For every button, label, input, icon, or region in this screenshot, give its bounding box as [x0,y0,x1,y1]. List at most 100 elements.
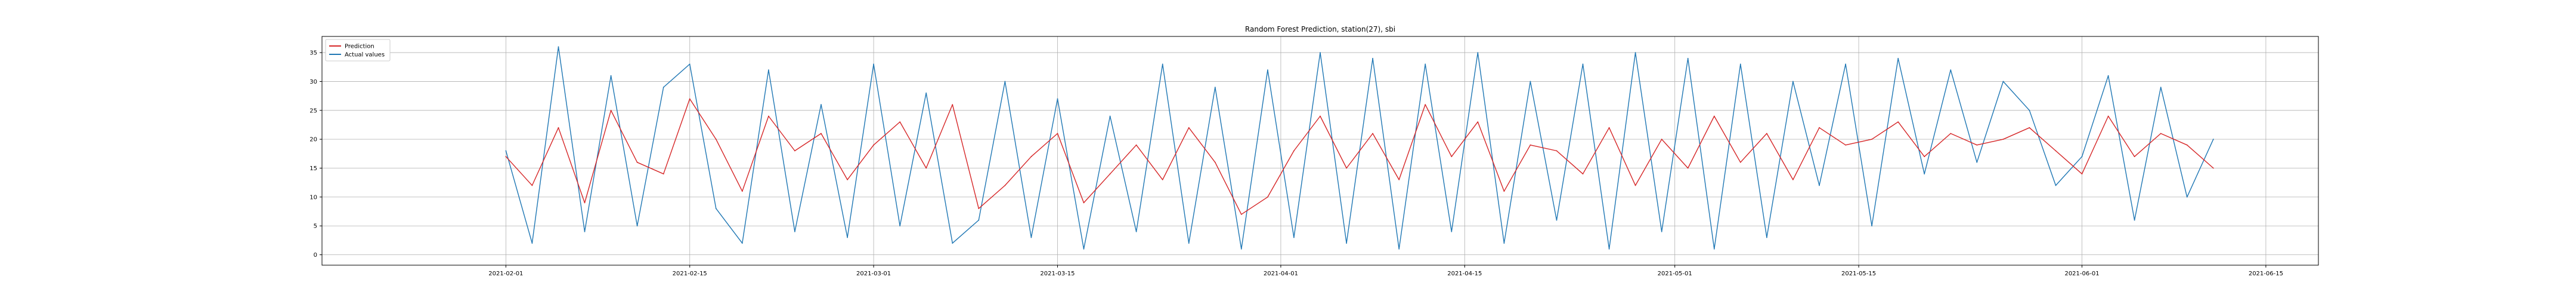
data-point-actual [2081,156,2083,158]
data-point-actual [1530,81,1531,82]
data-point-prediction [794,150,795,152]
data-point-actual [1477,52,1479,53]
data-point-actual [1556,219,1558,221]
data-point-actual [1924,173,1925,175]
data-point-prediction [1267,196,1268,198]
data-point-actual [1030,236,1032,238]
data-point-actual [1188,242,1190,244]
data-point-prediction [1739,161,1741,163]
data-point-prediction [531,185,533,186]
data-point-prediction [1372,133,1374,134]
data-point-prediction [1346,167,1348,169]
data-point-prediction [558,127,559,128]
axis-ticks: 0 5 10 15 20 25 30 35 2021-02-01 2021-02-15 2021-0… [309,50,2283,277]
data-point-actual [847,236,848,238]
data-point-actual [2107,75,2109,76]
data-point-prediction [1083,202,1085,204]
x-tick-label: 2021-04-01 [1264,271,1298,277]
data-point-prediction [2186,144,2188,146]
data-point-actual [1503,242,1505,244]
data-point-prediction [1556,150,1558,152]
x-tick-label: 2021-05-01 [1658,271,1692,277]
data-point-actual [1004,81,1006,82]
x-tick-label: 2021-04-15 [1447,271,1482,277]
data-point-prediction [1109,173,1111,175]
data-point-actual [1346,242,1348,244]
data-point-actual [1608,248,1610,250]
data-point-prediction [2002,139,2004,140]
x-tick-label: 2021-02-01 [488,271,523,277]
data-point-actual [1819,185,1820,186]
data-point-prediction [1240,214,1242,215]
series-lines [505,46,2214,250]
data-point-prediction [1135,144,1137,146]
data-point-actual [1739,63,1741,65]
y-tick-label: 15 [309,165,317,172]
data-point-prediction [1477,121,1479,123]
data-point-actual [689,63,691,65]
data-point-actual [2029,109,2030,111]
x-tick-label: 2021-02-15 [673,271,707,277]
data-point-prediction [1871,139,1873,140]
data-point-prediction [1845,144,1847,146]
data-point-prediction [2212,167,2214,169]
data-point-prediction [1713,115,1715,117]
data-point-prediction [1057,133,1058,134]
data-point-actual [2055,185,2057,186]
data-point-actual [978,219,980,221]
data-point-actual [1240,248,1242,250]
data-point-actual [531,242,533,244]
data-point-actual [584,231,586,232]
data-point-prediction [1582,173,1584,175]
data-point-prediction [2055,150,2057,152]
x-tick-label: 2021-06-15 [2249,271,2283,277]
data-point-actual [1293,236,1295,238]
data-point-actual [558,46,559,48]
x-tick-label: 2021-03-15 [1040,271,1075,277]
data-point-prediction [1293,150,1295,152]
data-point-actual [2212,139,2214,140]
x-tick-label: 2021-03-01 [856,271,891,277]
data-point-prediction [636,161,638,163]
data-point-prediction [1976,144,1978,146]
data-point-actual [952,242,953,244]
data-point-prediction [1792,179,1794,180]
data-point-prediction [689,98,691,100]
data-point-prediction [1766,133,1767,134]
data-point-actual [925,92,927,94]
data-point-actual [768,69,769,70]
data-point-prediction [847,179,848,180]
series-line-prediction [505,98,2214,215]
data-point-prediction [1897,121,1899,123]
legend: Prediction Actual values [325,39,391,62]
data-point-actual [636,225,638,227]
data-point-actual [873,63,874,65]
data-point-prediction [1004,185,1006,186]
data-point-prediction [1634,185,1636,186]
y-tick-label: 25 [309,108,317,114]
data-point-actual [2002,81,2004,82]
data-point-prediction [1819,127,1820,128]
data-point-actual [821,104,822,106]
data-point-prediction [1398,179,1400,180]
data-point-prediction [2160,133,2162,134]
data-point-prediction [1214,161,1216,163]
data-point-actual [1713,248,1715,250]
data-point-prediction [768,115,769,117]
y-tick-label: 30 [309,79,317,85]
data-point-prediction [1924,156,1925,158]
data-point-prediction [1162,179,1163,180]
y-tick-label: 5 [314,223,317,230]
data-point-prediction [1661,139,1662,140]
data-point-actual [1950,69,1952,70]
legend-label-prediction: Prediction [345,44,374,50]
chart-title: Random Forest Prediction, station(27), s… [1245,25,1395,33]
data-point-actual [1214,87,1216,88]
data-point-prediction [1451,156,1453,158]
data-point-prediction [2081,173,2083,175]
data-point-actual [1451,231,1453,232]
data-point-actual [1162,63,1163,65]
data-point-actual [1634,52,1636,53]
data-point-actual [1109,115,1111,117]
data-point-actual [899,225,901,227]
